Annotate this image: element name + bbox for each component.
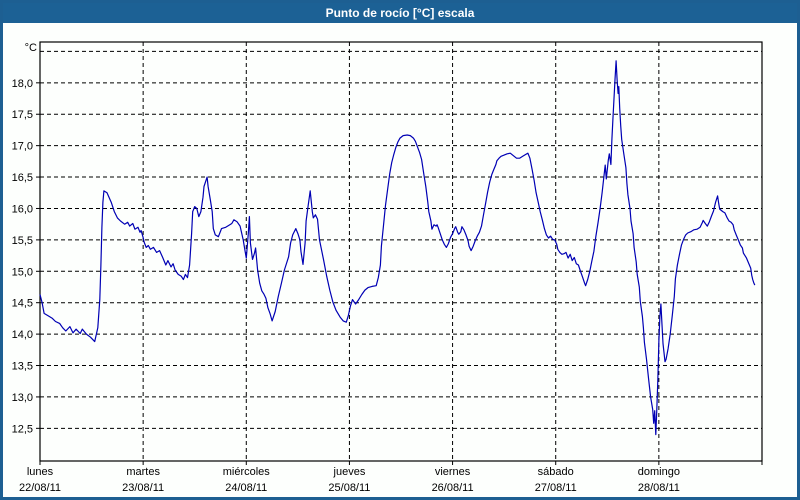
x-date-label: 23/08/11	[122, 482, 164, 494]
x-date-label: 27/08/11	[535, 482, 577, 494]
x-date-label: 25/08/11	[328, 482, 370, 494]
dew-point-chart: 18,0 17,5 17,0 16,5 16,0 15,5 15,0 14,5 14,0 13,5…	[12, 41, 763, 494]
title-bar: Punto de rocío [°C] escala	[3, 3, 797, 23]
x-date-label: 28/08/11	[638, 482, 680, 494]
chart-area: 18,0 17,5 17,0 16,5 16,0 15,5 15,0 14,5 14,0 13,5…	[3, 23, 797, 497]
x-date-label: 22/08/11	[19, 482, 61, 494]
x-day-label: miércoles	[223, 466, 271, 478]
x-day-label: lunes	[27, 466, 54, 478]
y-tick-label: 17,0	[12, 141, 33, 153]
y-tick-label: 18,0	[12, 78, 33, 90]
x-date-label: 24/08/11	[225, 482, 267, 494]
y-tick-label: 13,0	[12, 392, 33, 404]
y-tick-label: 17,5	[12, 109, 33, 121]
window-title: Punto de rocío [°C] escala	[325, 6, 475, 20]
x-day-label: jueves	[333, 466, 366, 478]
y-tick-label: 14,5	[12, 298, 33, 310]
x-day-label: domingo	[638, 466, 680, 478]
y-tick-label: 14,0	[12, 329, 33, 341]
x-day-label: martes	[126, 466, 160, 478]
y-tick-label: 13,5	[12, 361, 33, 373]
y-tick-label: 12,5	[12, 423, 33, 435]
dew-point-line	[39, 60, 756, 436]
x-date-label: 26/08/11	[432, 482, 474, 494]
x-day-label: sábado	[538, 466, 574, 478]
y-tick-label: 16,5	[12, 172, 33, 184]
y-axis-unit-label: °C	[25, 42, 37, 54]
plot-border	[39, 41, 763, 462]
y-tick-label: 15,0	[12, 266, 33, 278]
x-day-label: viernes	[435, 466, 471, 478]
y-tick-label: 15,5	[12, 235, 33, 247]
y-tick-label: 16,0	[12, 203, 33, 215]
